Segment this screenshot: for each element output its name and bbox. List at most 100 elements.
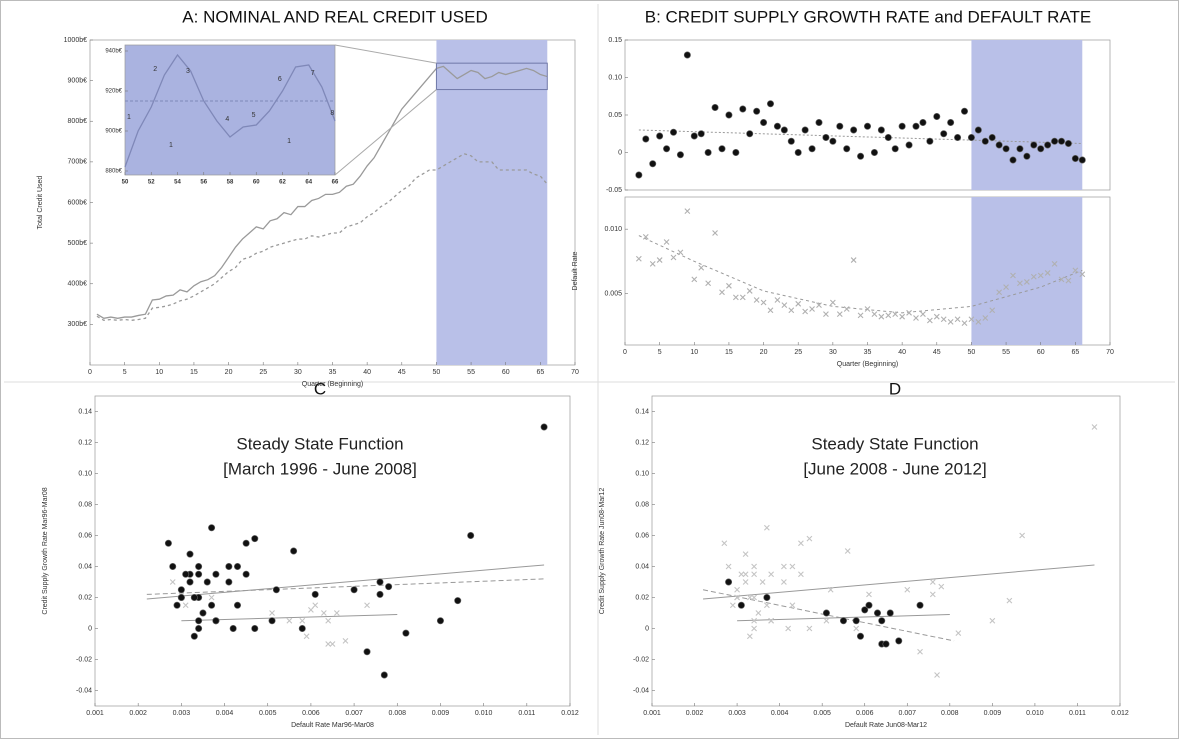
point — [212, 570, 220, 578]
point — [823, 617, 830, 624]
point — [718, 145, 726, 153]
point — [988, 134, 996, 142]
point — [960, 107, 968, 115]
x-tick-label: 0.009 — [432, 710, 450, 717]
point — [1051, 137, 1059, 145]
x-tick-label: 0 — [88, 369, 92, 376]
x-tick-label: 0.007 — [899, 710, 917, 717]
point — [853, 625, 860, 632]
highlight-band — [971, 197, 1083, 345]
annotation: 6 — [278, 76, 282, 83]
x-tick-label: 65 — [536, 369, 544, 376]
point — [698, 264, 705, 271]
point — [268, 617, 276, 625]
point — [663, 239, 670, 245]
point — [308, 607, 314, 613]
point — [774, 297, 781, 303]
point — [540, 423, 548, 431]
point — [746, 288, 753, 294]
point — [954, 316, 961, 323]
x-tick-label: 0.008 — [389, 710, 407, 717]
chart-title: C — [314, 379, 326, 398]
highlight-band — [436, 40, 548, 365]
x-tick-label: 0.010 — [475, 710, 493, 717]
point — [436, 617, 444, 625]
point — [169, 562, 177, 570]
x-tick-label: 0.003 — [728, 710, 746, 717]
point — [753, 107, 761, 115]
point — [919, 119, 927, 127]
point — [333, 610, 340, 616]
point — [325, 641, 332, 647]
x-tick-label: 20 — [225, 369, 233, 376]
point — [286, 617, 293, 624]
x-tick-label: 70 — [571, 369, 579, 376]
point — [955, 630, 962, 637]
point — [1010, 272, 1016, 279]
point — [871, 311, 878, 318]
x-tick-label: 56 — [200, 180, 207, 186]
point — [229, 624, 237, 632]
point — [1058, 276, 1065, 283]
point — [1002, 145, 1010, 153]
point — [877, 126, 885, 134]
y-tick-label: 0.10 — [608, 74, 622, 81]
point — [856, 632, 864, 640]
y-tick-label: 0.10 — [78, 470, 92, 477]
point — [299, 617, 306, 624]
point — [1044, 141, 1052, 149]
point — [649, 261, 656, 267]
point — [947, 119, 955, 127]
point — [1009, 156, 1017, 164]
point — [739, 294, 746, 301]
point — [751, 594, 757, 601]
x-tick-label: 70 — [1106, 349, 1114, 356]
point — [768, 571, 775, 578]
point — [732, 294, 739, 301]
y-tick-label: 0.02 — [78, 594, 92, 601]
point — [1016, 145, 1024, 153]
panel: Default Rate Quarter (Beginning) 0.005 0.01… — [572, 196, 1114, 368]
point — [1044, 270, 1051, 276]
x-tick-label: 0.012 — [561, 710, 579, 717]
point — [933, 313, 940, 320]
point — [895, 637, 903, 645]
point — [725, 111, 733, 119]
point — [954, 134, 962, 142]
point — [208, 601, 216, 609]
panel: 880b€900b€920b€940b€50 52 54 56 58 60 62 64 6612… — [105, 44, 548, 186]
point — [938, 583, 945, 590]
x-tick-label: 0.008 — [941, 710, 959, 717]
point — [402, 629, 410, 637]
x-tick-label: 30 — [829, 349, 837, 356]
x-tick-label: 50 — [968, 349, 976, 356]
point — [1006, 597, 1013, 604]
point — [186, 550, 194, 558]
point — [195, 617, 203, 625]
point — [195, 570, 203, 578]
x-tick-label: 0.001 — [643, 710, 661, 717]
point — [234, 601, 242, 609]
point — [225, 562, 233, 570]
x-tick-label: 40 — [898, 349, 906, 356]
plot-area — [124, 44, 336, 176]
y-axis-label: Credit Supply Growth Rate Mar96-Mar08 — [42, 487, 49, 614]
point — [311, 590, 319, 598]
y-tick-label: -0.02 — [76, 656, 92, 663]
point — [751, 625, 757, 632]
annotation: Steady State Function — [236, 434, 403, 453]
x-tick-label: 60 — [502, 369, 510, 376]
point — [242, 539, 250, 547]
point — [836, 122, 844, 130]
point — [225, 578, 233, 586]
point — [933, 113, 941, 121]
x-tick-label: 0.009 — [984, 710, 1002, 717]
y-tick-label: 0.005 — [604, 290, 622, 297]
point — [746, 594, 753, 601]
point — [753, 297, 760, 303]
x-tick-label: 0.001 — [86, 710, 104, 717]
chart-title: D — [889, 379, 901, 398]
point — [975, 318, 982, 325]
annotation: 4 — [225, 116, 229, 123]
x-tick-label: 15 — [190, 369, 198, 376]
